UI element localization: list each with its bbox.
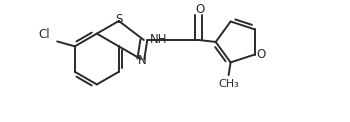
Text: N: N <box>138 54 146 66</box>
Text: Cl: Cl <box>39 28 50 41</box>
Text: S: S <box>115 13 122 26</box>
Text: O: O <box>195 3 204 16</box>
Text: CH₃: CH₃ <box>218 79 239 89</box>
Text: O: O <box>257 48 266 61</box>
Text: NH: NH <box>150 32 168 46</box>
